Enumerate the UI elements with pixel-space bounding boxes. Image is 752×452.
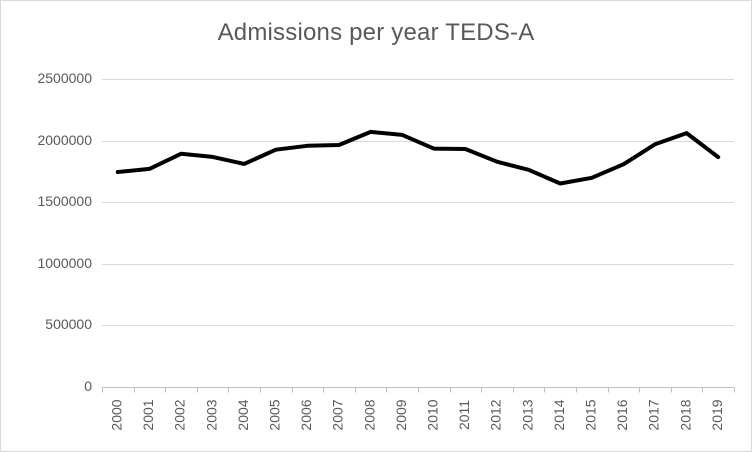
x-tick-label: 2017 bbox=[646, 399, 662, 430]
x-tick-label: 2002 bbox=[172, 399, 188, 430]
tick-labels: 0 500000 1000000 1500000 2000000 2500000 2000 2… bbox=[37, 70, 724, 430]
x-tick-label: 2010 bbox=[425, 399, 441, 430]
x-tick-label: 2001 bbox=[140, 399, 156, 430]
x-tick-label: 2018 bbox=[677, 399, 693, 430]
x-tick-label: 2003 bbox=[203, 399, 219, 430]
y-tick-label: 2500000 bbox=[37, 70, 92, 86]
x-tick-label: 2009 bbox=[393, 399, 409, 430]
x-tick-label: 2016 bbox=[614, 399, 630, 430]
x-tick-label: 2014 bbox=[551, 399, 567, 430]
y-tick-label: 1000000 bbox=[37, 255, 92, 271]
y-tick-label: 0 bbox=[84, 378, 92, 394]
chart-title: Admissions per year TEDS-A bbox=[217, 19, 535, 46]
y-tick-label: 2000000 bbox=[37, 132, 92, 148]
x-tick-label: 2012 bbox=[488, 399, 504, 430]
gridlines bbox=[102, 79, 734, 326]
series-layer bbox=[115, 129, 721, 186]
x-tick-label: 2000 bbox=[109, 399, 125, 430]
y-tick-label: 1500000 bbox=[37, 193, 92, 209]
x-tick-label: 2005 bbox=[267, 399, 283, 430]
x-tick-label: 2004 bbox=[235, 399, 251, 430]
y-tick-label: 500000 bbox=[45, 316, 92, 332]
series-line-admissions bbox=[115, 129, 721, 186]
axes bbox=[102, 387, 735, 393]
x-tick-label: 2013 bbox=[519, 399, 535, 430]
x-tick-label: 2008 bbox=[361, 399, 377, 430]
x-tick-label: 2015 bbox=[583, 399, 599, 430]
x-tick-label: 2006 bbox=[298, 399, 314, 430]
x-tick-label: 2019 bbox=[709, 399, 725, 430]
x-tick-label: 2007 bbox=[330, 399, 346, 430]
x-tick-label: 2011 bbox=[456, 400, 472, 430]
